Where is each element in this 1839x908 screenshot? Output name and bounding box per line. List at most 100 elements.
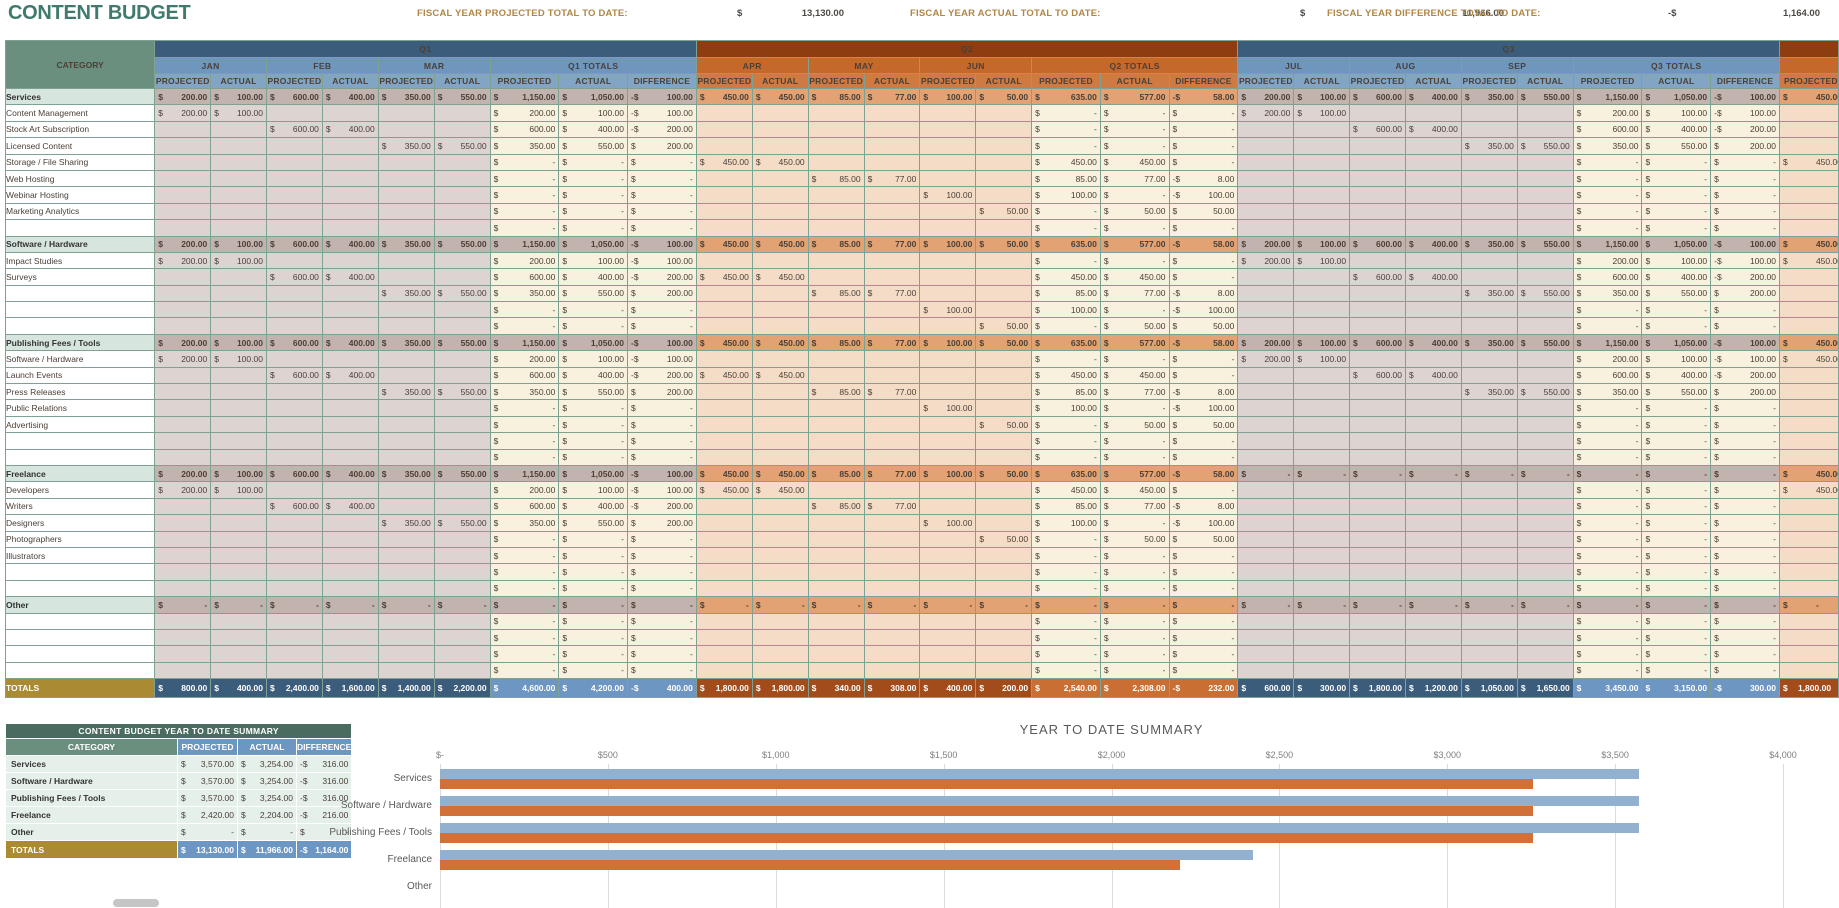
budget-cell[interactable]: $200.00 (154, 350, 212, 368)
budget-cell[interactable]: $450.00 (695, 481, 753, 499)
budget-cell[interactable] (863, 317, 921, 335)
budget-cell[interactable] (1237, 219, 1295, 237)
budget-cell[interactable] (751, 661, 809, 680)
budget-cell[interactable] (807, 120, 865, 139)
row-label[interactable] (4, 661, 156, 680)
budget-cell[interactable] (1293, 169, 1351, 188)
budget-cell[interactable]: $ - (1168, 645, 1239, 663)
budget-cell[interactable]: $100.00 (1031, 301, 1101, 319)
row-label[interactable]: Public Relations (4, 399, 156, 417)
budget-cell[interactable]: $85.00 (807, 235, 865, 253)
budget-cell[interactable] (1405, 563, 1462, 581)
budget-cell[interactable]: $350.00 (377, 464, 435, 483)
budget-cell[interactable]: -$ 100.00 (1710, 235, 1780, 253)
budget-cell[interactable] (1349, 579, 1407, 598)
row-label[interactable]: Publishing Fees / Tools (4, 333, 156, 352)
budget-cell-clipped[interactable] (1778, 432, 1839, 450)
budget-cell[interactable]: $1,050.00 (558, 235, 629, 253)
budget-cell[interactable] (695, 530, 753, 548)
budget-cell[interactable] (807, 366, 865, 385)
budget-cell[interactable] (695, 497, 753, 516)
budget-cell[interactable]: $600.00 (265, 120, 323, 139)
budget-cell[interactable]: -$ 100.00 (627, 481, 697, 499)
summary-cell[interactable]: $11,966.00 (237, 840, 297, 859)
budget-cell[interactable] (863, 301, 921, 319)
budget-cell[interactable]: -$ 232.00 (1168, 678, 1239, 699)
budget-cell[interactable]: $450.00 (751, 333, 809, 352)
budget-cell[interactable] (695, 317, 753, 335)
budget-cell[interactable]: $ - (1572, 464, 1643, 483)
budget-cell[interactable]: $600.00 (1572, 268, 1643, 286)
budget-cell[interactable] (265, 563, 323, 581)
budget-cell[interactable]: -$ 100.00 (1168, 399, 1239, 417)
budget-cell[interactable]: $550.00 (433, 464, 491, 483)
budget-cell[interactable]: $350.00 (489, 137, 560, 155)
row-label[interactable]: Photographers (4, 530, 156, 548)
budget-cell[interactable]: $350.00 (377, 284, 435, 303)
budget-cell[interactable] (1460, 399, 1518, 417)
budget-cell[interactable]: $1,150.00 (1572, 235, 1643, 253)
budget-cell[interactable]: $50.00 (1099, 415, 1170, 434)
budget-cell[interactable] (695, 399, 753, 417)
summary-header-actual[interactable]: ACTUAL (237, 738, 297, 756)
sub-header-actual[interactable]: ACTUAL (210, 73, 267, 89)
budget-cell[interactable]: $ - (627, 415, 697, 434)
budget-cell[interactable]: $ - (558, 219, 629, 237)
budget-cell[interactable] (265, 399, 323, 417)
budget-cell[interactable] (1516, 202, 1574, 221)
budget-cell-clipped[interactable] (1778, 317, 1839, 335)
budget-cell[interactable] (1349, 415, 1407, 434)
budget-cell[interactable]: $ - (1031, 415, 1101, 434)
totals-sub-header-projected[interactable]: PROJECTED (489, 73, 560, 89)
budget-cell-clipped[interactable]: $1,800.00 (1778, 678, 1839, 699)
quarter-totals-header-q1[interactable]: Q1 TOTALS (489, 57, 697, 74)
budget-cell[interactable]: $ - (489, 563, 560, 581)
budget-cell[interactable] (975, 481, 1033, 499)
budget-cell[interactable] (154, 219, 212, 237)
month-header-jan[interactable]: JAN (154, 57, 267, 74)
budget-cell[interactable] (321, 530, 379, 548)
budget-cell-clipped[interactable] (1778, 661, 1839, 680)
budget-cell[interactable] (1460, 120, 1518, 139)
summary-cell[interactable]: $3,570.00 (177, 772, 238, 790)
budget-cell[interactable] (265, 317, 323, 335)
budget-cell[interactable]: $450.00 (751, 87, 809, 106)
budget-cell[interactable] (975, 514, 1033, 532)
budget-cell[interactable]: $ - (1572, 497, 1643, 516)
budget-cell[interactable]: $450.00 (695, 153, 753, 171)
budget-cell[interactable]: $77.00 (863, 333, 921, 352)
budget-cell[interactable]: $450.00 (1031, 481, 1101, 499)
budget-cell-clipped[interactable] (1778, 399, 1839, 417)
budget-cell[interactable]: $ - (1710, 661, 1780, 680)
budget-cell[interactable]: $550.00 (433, 137, 491, 155)
budget-cell[interactable] (975, 251, 1033, 270)
summary-cell[interactable]: -$ 216.00 (295, 806, 353, 824)
budget-cell[interactable] (1516, 120, 1574, 139)
budget-cell[interactable]: -$ 8.00 (1168, 383, 1239, 401)
horizontal-scrollbar-thumb[interactable] (113, 899, 159, 907)
budget-cell[interactable]: $550.00 (433, 383, 491, 401)
budget-cell[interactable] (863, 645, 921, 663)
budget-cell[interactable] (433, 268, 491, 286)
budget-cell[interactable]: $450.00 (695, 333, 753, 352)
budget-cell[interactable]: $100.00 (919, 301, 977, 319)
budget-cell[interactable] (919, 383, 977, 401)
budget-cell[interactable] (433, 301, 491, 319)
budget-cell[interactable]: -$ 100.00 (1710, 104, 1780, 122)
budget-cell[interactable] (1405, 153, 1462, 171)
budget-cell[interactable]: $600.00 (1349, 120, 1407, 139)
budget-cell[interactable]: -$ 100.00 (627, 235, 697, 253)
budget-cell[interactable]: $ - (1572, 579, 1643, 598)
budget-cell[interactable]: $ - (1641, 317, 1712, 335)
budget-cell[interactable]: $1,650.00 (1516, 678, 1574, 699)
budget-cell-clipped[interactable]: $450.00 (1778, 481, 1839, 499)
sub-header-actual[interactable]: ACTUAL (321, 73, 379, 89)
budget-cell[interactable] (863, 530, 921, 548)
budget-cell[interactable]: $100.00 (210, 235, 267, 253)
budget-cell[interactable]: $ - (1572, 301, 1643, 319)
budget-cell[interactable]: $ - (1641, 186, 1712, 204)
budget-cell[interactable]: $ - (1237, 464, 1295, 483)
budget-cell[interactable] (695, 301, 753, 319)
budget-cell[interactable] (1516, 645, 1574, 663)
budget-cell[interactable] (1516, 563, 1574, 581)
